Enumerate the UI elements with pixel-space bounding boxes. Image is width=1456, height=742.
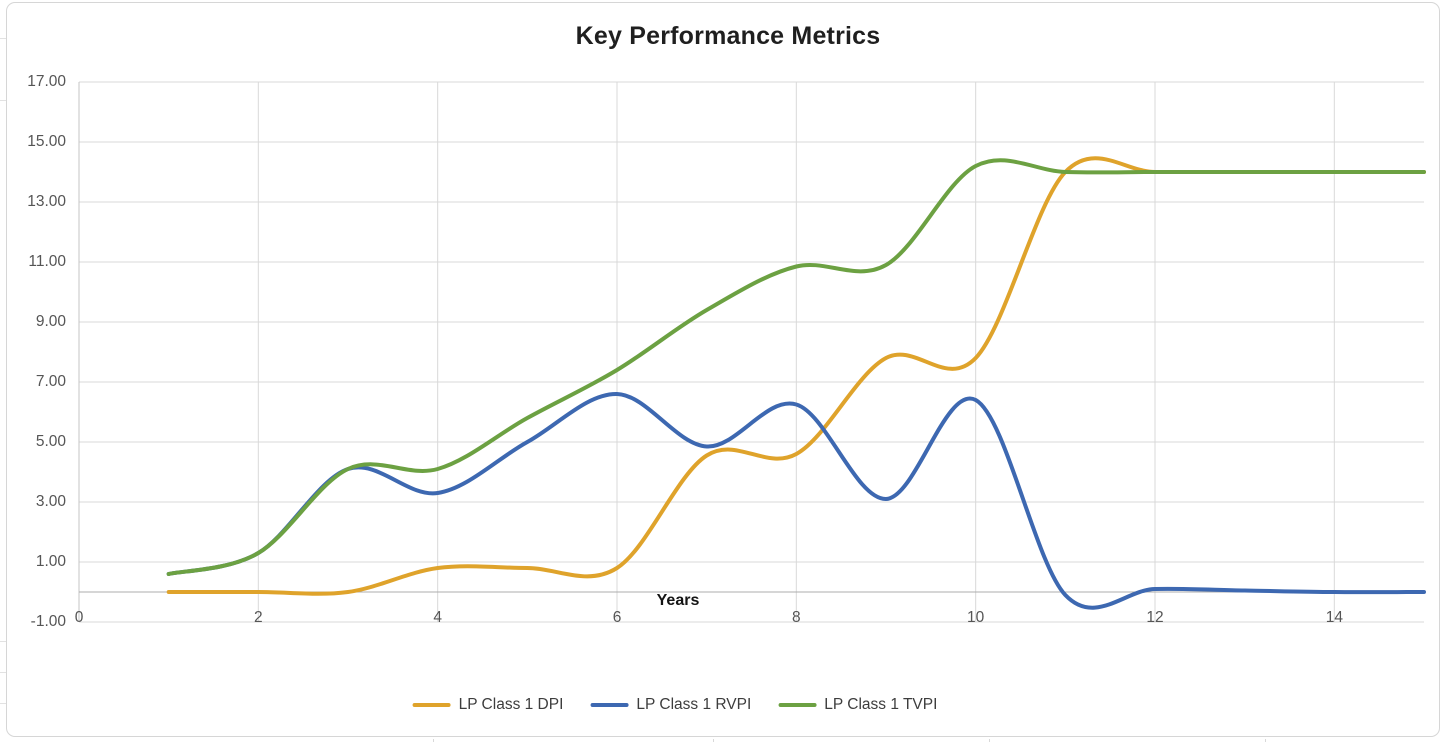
y-axis-tick-label: 1.00 (35, 553, 66, 570)
legend-item-tvpi: LP Class 1 TVPI (778, 696, 937, 714)
y-axis-tick-label: 11.00 (28, 253, 66, 270)
sheet-row-line (0, 703, 6, 704)
y-axis-tick-label: 17.00 (27, 73, 66, 90)
legend-label-dpi: LP Class 1 DPI (458, 696, 564, 713)
sheet-row-line (0, 641, 6, 642)
sheet-column-line (433, 739, 434, 742)
legend-swatch-rvpi (590, 703, 629, 707)
x-axis-tick-label: 0 (74, 609, 84, 626)
y-axis-tick-label: 3.00 (35, 493, 66, 510)
x-axis-tick-label: 10 (967, 609, 985, 626)
x-axis-tick-label: 6 (612, 609, 622, 626)
sheet-column-line (1265, 739, 1266, 742)
series-line-lp-class-1-rvpi (166, 391, 1426, 610)
legend-item-rvpi: LP Class 1 RVPI (590, 696, 751, 714)
x-axis-tick-label: 2 (254, 609, 263, 626)
y-axis-tick-label: 9.00 (35, 313, 66, 330)
chart-frame (6, 2, 1440, 737)
y-axis-tick-label: 13.00 (27, 193, 66, 210)
y-axis-tick-label: 7.00 (35, 373, 66, 390)
legend-label-rvpi: LP Class 1 RVPI (636, 696, 752, 713)
legend-label-tvpi: LP Class 1 TVPI (824, 696, 938, 713)
y-axis-tick-label: 15.00 (27, 133, 66, 150)
sheet-row-line (0, 100, 6, 101)
legend-swatch-dpi (412, 703, 451, 707)
x-axis-title: Years (656, 592, 700, 609)
x-axis-tick-label: 14 (1325, 609, 1343, 626)
series-line-lp-class-1-tvpi (166, 158, 1426, 576)
sheet-column-line (713, 739, 714, 742)
sheet-row-line (0, 38, 6, 39)
sheet-column-line (989, 739, 990, 742)
chart-title: Key Performance Metrics (575, 22, 881, 50)
y-axis-tick-label: 5.00 (35, 433, 66, 450)
x-axis-tick-label: 12 (1146, 609, 1164, 626)
x-axis-tick-label: 8 (792, 609, 801, 626)
y-axis-tick-label: -1.00 (30, 613, 66, 630)
sheet-row-line (0, 672, 6, 673)
legend-item-dpi: LP Class 1 DPI (412, 696, 564, 714)
x-axis-tick-label: 4 (433, 609, 442, 626)
legend-swatch-tvpi (778, 703, 817, 707)
legend: LP Class 1 DPI LP Class 1 RVPI LP Class … (412, 696, 937, 714)
